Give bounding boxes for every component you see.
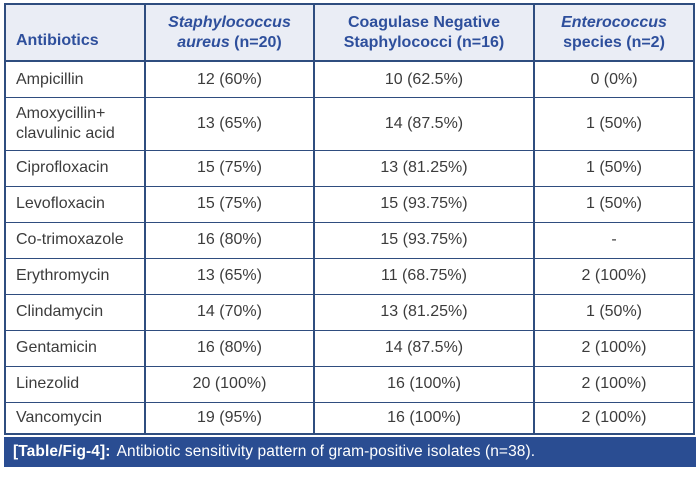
value-cell: 16 (100%)	[313, 401, 535, 435]
caption-text: Antibiotic sensitivity pattern of gram-p…	[116, 443, 536, 460]
value-cell: 19 (95%)	[144, 401, 315, 435]
value-cell: 1 (50%)	[533, 293, 695, 331]
value-cell: -	[533, 221, 695, 259]
table-row: Linezolid 20 (100%) 16 (100%) 2 (100%)	[4, 365, 695, 403]
value-cell: 2 (100%)	[533, 329, 695, 367]
value-cell: 15 (75%)	[144, 185, 315, 223]
value-cell: 2 (100%)	[533, 365, 695, 403]
table-row: Amoxycillin+ clavulinic acid 13 (65%) 14…	[4, 96, 695, 151]
value-cell: 13 (65%)	[144, 257, 315, 295]
value-cell: 15 (75%)	[144, 149, 315, 187]
antibiotic-name-cell: Ampicillin	[4, 60, 146, 98]
value-cell: 12 (60%)	[144, 60, 315, 98]
column-header-staph-aureus: Staphylococcus aureus (n=20)	[144, 3, 315, 62]
column-header-antibiotics: Antibiotics	[4, 3, 146, 62]
antibiotic-name-cell: Ciprofloxacin	[4, 149, 146, 187]
table-row: Co-trimoxazole 16 (80%) 15 (93.75%) -	[4, 221, 695, 259]
column-header-cons: Coagulase Negative Staphylococci (n=16)	[313, 3, 535, 62]
antibiotic-name-cell: Co-trimoxazole	[4, 221, 146, 259]
value-cell: 0 (0%)	[533, 60, 695, 98]
value-cell: 16 (100%)	[313, 365, 535, 403]
value-cell: 13 (81.25%)	[313, 293, 535, 331]
value-cell: 14 (87.5%)	[313, 96, 535, 151]
antibiotic-name-cell: Clindamycin	[4, 293, 146, 331]
table-row: Erythromycin 13 (65%) 11 (68.75%) 2 (100…	[4, 257, 695, 295]
table-row: Gentamicin 16 (80%) 14 (87.5%) 2 (100%)	[4, 329, 695, 367]
value-cell: 2 (100%)	[533, 257, 695, 295]
value-cell: 15 (93.75%)	[313, 221, 535, 259]
table-row: Levofloxacin 15 (75%) 15 (93.75%) 1 (50%…	[4, 185, 695, 223]
antibiotic-sensitivity-table: Antibiotics Staphylococcus aureus (n=20)…	[4, 3, 695, 435]
value-cell: 16 (80%)	[144, 221, 315, 259]
value-cell: 10 (62.5%)	[313, 60, 535, 98]
antibiotic-name-cell: Linezolid	[4, 365, 146, 403]
value-cell: 1 (50%)	[533, 96, 695, 151]
table-row: Clindamycin 14 (70%) 13 (81.25%) 1 (50%)	[4, 293, 695, 331]
value-cell: 2 (100%)	[533, 401, 695, 435]
antibiotic-name-cell: Gentamicin	[4, 329, 146, 367]
value-cell: 16 (80%)	[144, 329, 315, 367]
column-header-enterococcus: Enterococcus species (n=2)	[533, 3, 695, 62]
table-body: Ampicillin 12 (60%) 10 (62.5%) 0 (0%) Am…	[4, 60, 695, 435]
value-cell: 1 (50%)	[533, 185, 695, 223]
table-header: Antibiotics Staphylococcus aureus (n=20)…	[4, 3, 695, 62]
header-row: Antibiotics Staphylococcus aureus (n=20)…	[4, 3, 695, 62]
table-caption: [Table/Fig-4]: Antibiotic sensitivity pa…	[4, 437, 696, 467]
value-cell: 20 (100%)	[144, 365, 315, 403]
antibiotic-name-cell: Amoxycillin+ clavulinic acid	[4, 96, 146, 151]
antibiotic-name-cell: Levofloxacin	[4, 185, 146, 223]
antibiotic-name-cell: Erythromycin	[4, 257, 146, 295]
antibiotic-name-cell: Vancomycin	[4, 401, 146, 435]
value-cell: 13 (81.25%)	[313, 149, 535, 187]
value-cell: 14 (70%)	[144, 293, 315, 331]
caption-label: [Table/Fig-4]:	[13, 443, 111, 460]
value-cell: 1 (50%)	[533, 149, 695, 187]
table-row: Ampicillin 12 (60%) 10 (62.5%) 0 (0%)	[4, 60, 695, 98]
value-cell: 15 (93.75%)	[313, 185, 535, 223]
value-cell: 13 (65%)	[144, 96, 315, 151]
value-cell: 11 (68.75%)	[313, 257, 535, 295]
value-cell: 14 (87.5%)	[313, 329, 535, 367]
table-row: Vancomycin 19 (95%) 16 (100%) 2 (100%)	[4, 401, 695, 435]
table-row: Ciprofloxacin 15 (75%) 13 (81.25%) 1 (50…	[4, 149, 695, 187]
